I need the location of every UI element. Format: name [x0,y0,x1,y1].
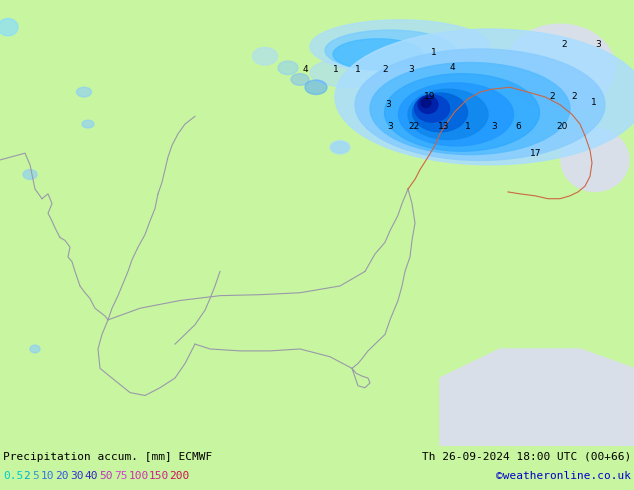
Ellipse shape [278,61,298,74]
Ellipse shape [82,120,94,128]
Ellipse shape [384,74,540,151]
Ellipse shape [415,95,450,122]
Text: 1: 1 [591,98,597,107]
Text: 5: 5 [32,471,39,481]
Ellipse shape [330,141,350,154]
Text: 2: 2 [382,65,388,74]
Ellipse shape [252,48,278,65]
Ellipse shape [77,87,91,97]
Text: 19: 19 [424,93,436,101]
Ellipse shape [305,80,327,95]
Text: 4: 4 [302,65,308,74]
Text: 3: 3 [408,65,414,74]
Text: 50: 50 [100,471,113,481]
Ellipse shape [331,142,349,153]
Text: Th 26-09-2024 18:00 UTC (00+66): Th 26-09-2024 18:00 UTC (00+66) [422,452,631,462]
Text: 20: 20 [56,471,69,481]
Text: 6: 6 [515,122,521,130]
Text: 3: 3 [385,100,391,109]
Text: 3: 3 [491,122,497,130]
Ellipse shape [291,74,309,85]
Text: 2: 2 [23,471,30,481]
Text: 13: 13 [438,122,450,130]
Ellipse shape [561,128,629,192]
Text: Precipitation accum. [mm] ECMWF: Precipitation accum. [mm] ECMWF [3,452,212,462]
Text: 2: 2 [561,40,567,49]
Ellipse shape [355,49,605,160]
Text: 17: 17 [530,148,541,158]
Ellipse shape [30,345,40,353]
Text: 0.5: 0.5 [3,471,23,481]
Ellipse shape [413,93,467,132]
Ellipse shape [310,20,490,73]
Text: 1: 1 [355,65,361,74]
Text: 200: 200 [169,471,190,481]
Ellipse shape [23,170,37,179]
Ellipse shape [0,19,18,36]
Text: 40: 40 [85,471,98,481]
Text: ©weatheronline.co.uk: ©weatheronline.co.uk [496,471,631,481]
Text: 22: 22 [408,122,420,130]
Text: 3: 3 [387,122,393,130]
Text: 20: 20 [556,122,567,130]
Text: 3: 3 [595,40,601,49]
Ellipse shape [421,98,431,108]
Text: 1: 1 [431,48,437,57]
Ellipse shape [505,24,615,111]
Text: 30: 30 [70,471,84,481]
Ellipse shape [325,30,455,71]
Text: 2: 2 [549,93,555,101]
Ellipse shape [399,83,514,146]
Ellipse shape [335,29,634,165]
Polygon shape [440,349,634,446]
Ellipse shape [333,39,423,70]
Ellipse shape [418,96,438,113]
Text: 1: 1 [333,65,339,74]
Text: 1: 1 [465,122,471,130]
Text: 2: 2 [571,93,577,101]
Text: 4: 4 [449,63,455,73]
Text: 75: 75 [114,471,127,481]
Text: 100: 100 [129,471,149,481]
Text: 150: 150 [149,471,169,481]
Ellipse shape [408,89,488,140]
Ellipse shape [370,63,570,155]
Ellipse shape [310,58,390,87]
Text: 10: 10 [41,471,55,481]
